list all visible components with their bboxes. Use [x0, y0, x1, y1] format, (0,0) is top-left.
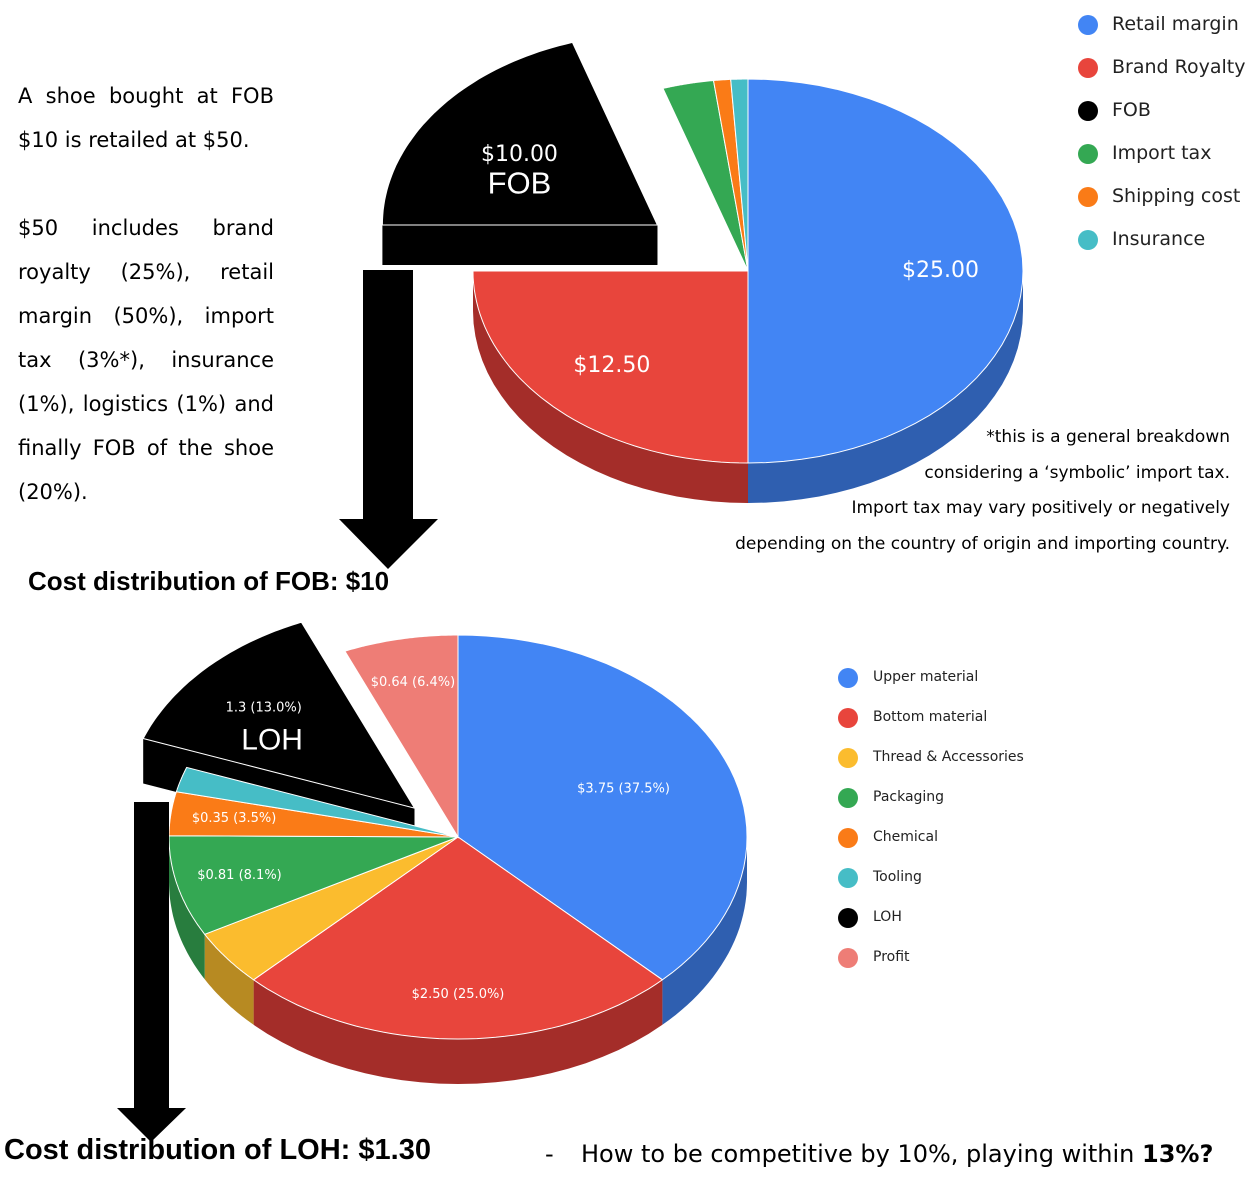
fob-legend-label: Tooling	[873, 869, 922, 885]
fob-pie-value-label-bottom-material: $2.50 (25.0%)	[412, 987, 505, 1002]
retail-pie-slice-insurance	[730, 78, 749, 272]
legend-swatch-icon	[838, 748, 858, 768]
arrow-loh-down	[117, 802, 186, 1142]
fob-pie-slice-upper-material	[457, 634, 748, 981]
retail-pie-value-label-brand-royalty: $12.50	[573, 353, 650, 378]
note-line-1: *this is a general breakdown	[986, 427, 1230, 447]
legend-swatch-icon	[1078, 144, 1098, 164]
retail-legend-label: Import tax	[1112, 142, 1212, 164]
legend-swatch-icon	[838, 908, 858, 928]
legend-swatch-icon	[1078, 15, 1098, 35]
fob-pie-slice-thread-and-accessories	[203, 836, 459, 981]
note-line-3: Import tax may vary positively or negati…	[851, 498, 1230, 518]
fob-pie-value-label-profit: $0.64 (6.4%)	[371, 675, 456, 690]
note-line-2: considering a ‘symbolic’ import tax.	[924, 462, 1230, 483]
fob-legend-label: LOH	[873, 909, 902, 925]
arrow-fob-down	[339, 270, 438, 569]
fob-pie-slice-loh	[142, 621, 416, 809]
retail-pie-slice-retail-margin	[747, 78, 1024, 464]
retail-pie-slice-fob	[381, 41, 659, 226]
retail-pie-callout-label: FOB	[488, 165, 552, 200]
fob-pie-slice-profit	[344, 634, 459, 839]
fob-pie-side-packaging	[169, 837, 205, 980]
intro-text: A shoe bought at FOB $10 is retailed at …	[18, 74, 274, 514]
legend-swatch-icon	[1078, 101, 1098, 121]
legend-swatch-icon	[838, 788, 858, 808]
legend-swatch-icon	[838, 668, 858, 688]
retail-pie-side-brand-royalty	[473, 271, 748, 503]
retail-legend-label: Insurance	[1112, 228, 1206, 250]
intro-paragraph-2: $50 includes brand royalty (25%), retail…	[18, 216, 274, 504]
fob-pie-slice-packaging	[168, 835, 459, 935]
fob-legend-label: Profit	[873, 949, 910, 965]
legend-swatch-icon	[1078, 58, 1098, 78]
legend-swatch-icon	[838, 948, 858, 968]
fob-pie-side-upper-material	[662, 837, 747, 1025]
retail-pie-side-retail-margin	[748, 271, 1023, 503]
retail-pie-value-label-retail-margin: $25.00	[902, 258, 979, 283]
fob-pie-side-bottom-material	[253, 979, 663, 1084]
fob-legend-label: Chemical	[873, 829, 938, 845]
fob-pie-value-label-loh: 1.3 (13.0%)	[226, 700, 302, 715]
question-text: How to be competitive by 10%, playing wi…	[581, 1140, 1142, 1168]
legend-swatch-icon	[838, 708, 858, 728]
fob-pie-side-thread-and-accessories	[204, 934, 254, 1025]
pie-chart-fob: $3.75 (37.5%) $2.50 (25.0%) $0.81 (8.1%) $0…	[142, 621, 748, 1084]
loh-distribution-heading: Cost distribution of LOH: $1.30	[4, 1134, 431, 1166]
retail-pie-cut-face-fob-0	[382, 225, 658, 265]
fob-pie-slice-bottom-material	[252, 836, 664, 1040]
retail-legend-label: FOB	[1112, 99, 1151, 121]
import-tax-note: *this is a general breakdown considering…	[670, 420, 1230, 562]
legend-swatch-icon	[838, 828, 858, 848]
fob-legend-label: Packaging	[873, 789, 945, 805]
fob-legend-label: Bottom material	[873, 709, 988, 725]
fob-legend-label: Thread & Accessories	[873, 749, 1024, 765]
fob-legend-label: Upper material	[873, 669, 979, 685]
legend-swatch-icon	[1078, 230, 1098, 250]
retail-pie-slice-shipping-cost	[712, 78, 749, 272]
fob-distribution-heading: Cost distribution of FOB: $10	[28, 566, 390, 596]
retail-pie-slice-import-tax	[662, 79, 749, 272]
legend-swatch-icon	[838, 868, 858, 888]
fob-pie-callout-label: LOH	[241, 723, 303, 756]
retail-pie-value-label-fob: $10.00	[481, 142, 558, 167]
fob-pie-slice-tooling	[175, 766, 459, 838]
retail-legend-label: Shipping cost	[1112, 185, 1241, 207]
intro-paragraph-1: A shoe bought at FOB $10 is retailed at …	[18, 84, 274, 152]
retail-legend-label: Retail margin	[1112, 13, 1239, 35]
legend-swatch-icon	[1078, 187, 1098, 207]
bullet-dash: -	[545, 1140, 554, 1168]
question-bold: 13%?	[1142, 1140, 1214, 1168]
fob-pie-value-label-upper-material: $3.75 (37.5%)	[577, 782, 670, 797]
retail-legend-label: Brand Royalty	[1112, 56, 1246, 78]
retail-pie-slice-brand-royalty	[472, 270, 749, 464]
fob-pie-value-label-packaging: $0.81 (8.1%)	[197, 868, 282, 883]
fob-pie-value-label-chemical: $0.35 (3.5%)	[192, 811, 277, 826]
competitiveness-question: - How to be competitive by 10%, playing w…	[545, 1140, 1213, 1168]
note-line-4: depending on the country of origin and i…	[735, 533, 1230, 554]
